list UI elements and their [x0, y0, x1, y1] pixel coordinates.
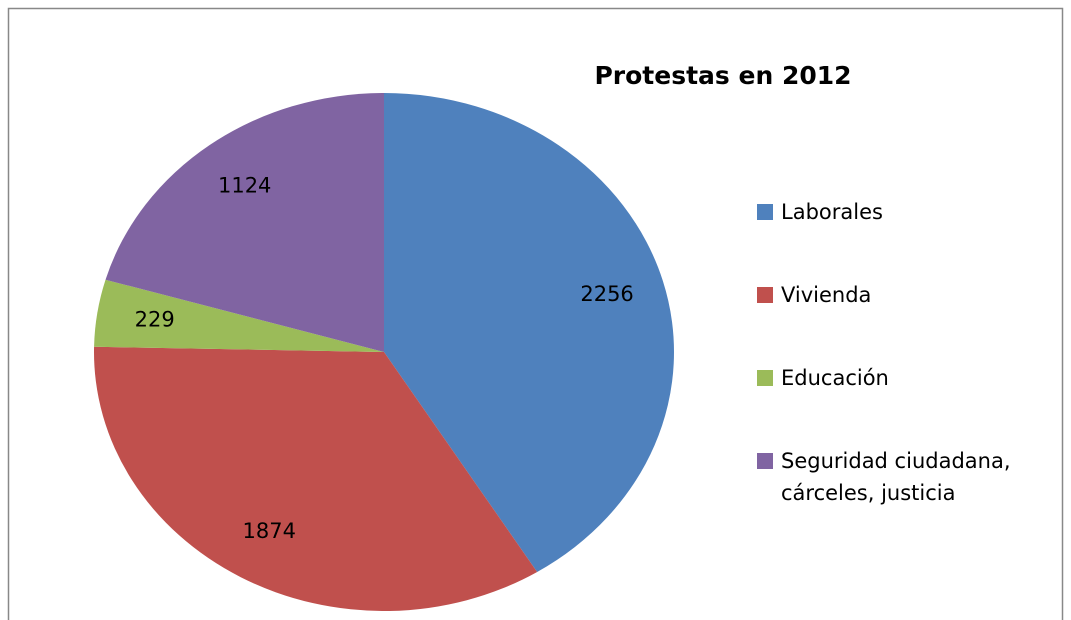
pie-slice	[105, 93, 384, 352]
data-label: 1124	[218, 173, 271, 197]
legend-label: Laborales	[781, 200, 883, 224]
pie-slice	[94, 346, 538, 611]
pie-slice	[384, 93, 674, 572]
data-label: 2256	[580, 282, 633, 306]
legend-swatch	[757, 204, 773, 220]
legend-item: Seguridad ciudadana, cárceles, justicia	[757, 445, 1057, 528]
data-label: 1874	[243, 519, 296, 543]
legend-label: Educación	[781, 366, 889, 390]
legend-swatch	[757, 370, 773, 386]
legend-item: Educación	[757, 362, 1057, 445]
legend-swatch	[757, 287, 773, 303]
legend: Laborales Vivienda Educación Seguridad ciud…	[757, 196, 1057, 528]
pie-slice	[94, 279, 384, 352]
legend-item: Vivienda	[757, 279, 1057, 362]
data-label: 229	[135, 308, 175, 332]
legend-label: Seguridad ciudadana, cárceles, justicia	[781, 449, 1011, 505]
legend-swatch	[757, 453, 773, 469]
legend-label: Vivienda	[781, 283, 872, 307]
legend-item: Laborales	[757, 196, 1057, 279]
chart-title: Protestas en 2012	[594, 61, 851, 90]
